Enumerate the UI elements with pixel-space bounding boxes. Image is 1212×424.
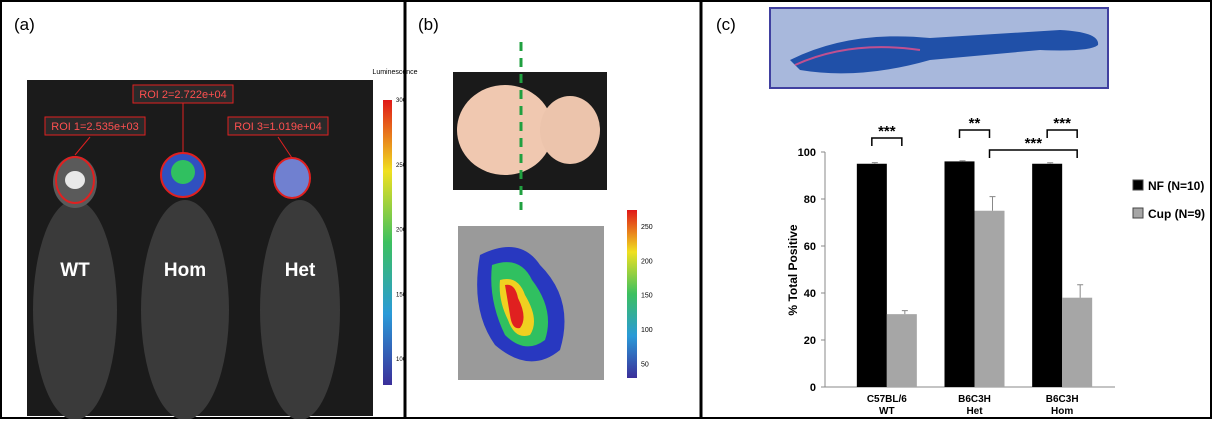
error-bar <box>990 197 996 211</box>
bar <box>945 161 975 387</box>
colorbar-tick: 250 <box>641 224 653 231</box>
mouse-label: WT <box>60 260 90 281</box>
legend-label: Cup (N=9) <box>1148 207 1205 221</box>
y-tick-label: 20 <box>804 335 816 347</box>
x-tick-label: B6C3H <box>1046 394 1079 405</box>
y-tick-label: 0 <box>810 382 816 394</box>
colorbar-tick: 200 <box>641 258 653 265</box>
colorbar-tick: 50 <box>641 361 649 368</box>
colorbar-tick: 250 <box>396 163 407 169</box>
panel-label: (b) <box>418 15 439 34</box>
error-bar <box>902 311 908 315</box>
significance-label: ** <box>969 115 981 132</box>
x-tick-label: Hom <box>1051 406 1073 417</box>
colorbar-tick: 100 <box>396 357 407 363</box>
y-tick-label: 100 <box>798 147 816 159</box>
colorbar-tick: 300 <box>396 98 407 104</box>
bar <box>1062 298 1092 387</box>
y-tick-label: 40 <box>804 288 816 300</box>
mouse-label: Het <box>285 260 316 281</box>
histology-image <box>770 8 1108 88</box>
error-bar <box>960 161 966 162</box>
significance-label: *** <box>1025 135 1043 152</box>
roi-label: ROI 3=1.019e+04 <box>234 121 321 133</box>
panel-label: (a) <box>14 15 35 34</box>
x-tick-label: WT <box>879 406 895 417</box>
legend-swatch <box>1133 208 1143 218</box>
colorbar <box>383 100 392 385</box>
y-axis-label: % Total Positive <box>786 224 800 315</box>
significance-label: *** <box>878 123 896 140</box>
legend-swatch <box>1133 180 1143 190</box>
colorbar-tick: 100 <box>641 327 653 334</box>
error-bar <box>1077 285 1083 298</box>
legend-label: NF (N=10) <box>1148 179 1204 193</box>
error-bar <box>872 163 878 164</box>
bar <box>975 211 1005 387</box>
bar <box>887 314 917 387</box>
mouse-label: Hom <box>164 260 206 281</box>
bar <box>1032 164 1062 387</box>
colorbar-tick: 200 <box>396 228 407 234</box>
x-tick-label: C57BL/6 <box>867 394 907 405</box>
roi-label: ROI 1=2.535e+03 <box>51 121 138 133</box>
colorbar <box>627 210 637 378</box>
roi-label: ROI 2=2.722e+04 <box>139 89 226 101</box>
x-tick-label: Het <box>966 406 983 417</box>
y-tick-label: 80 <box>804 194 816 206</box>
significance-label: *** <box>1053 115 1071 132</box>
x-tick-label: B6C3H <box>958 394 991 405</box>
figure: (a) (b) (c) Luminescence <box>0 0 1212 419</box>
bar <box>857 164 887 387</box>
brain-image <box>453 72 607 380</box>
panel-label: (c) <box>716 15 736 34</box>
colorbar-title: Luminescence <box>372 69 417 76</box>
y-tick-label: 60 <box>804 241 816 253</box>
colorbar-tick: 150 <box>396 292 407 298</box>
colorbar-tick: 150 <box>641 293 653 300</box>
error-bar <box>1047 163 1053 164</box>
